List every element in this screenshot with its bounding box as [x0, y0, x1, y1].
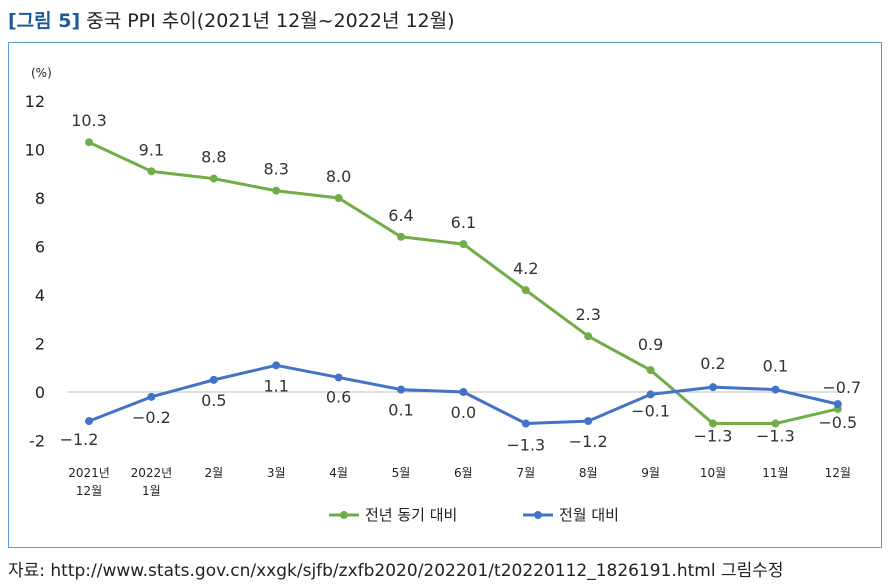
- data-label: 4.2: [513, 259, 538, 278]
- y-tick-label: 8: [35, 189, 45, 208]
- data-label: 0.0: [451, 403, 476, 422]
- data-label: 0.1: [388, 401, 413, 420]
- figure-title: [그림 5] 중국 PPI 추이(2021년 12월~2022년 12월): [8, 6, 455, 33]
- x-tick-label: 12월: [76, 484, 102, 498]
- data-point: [709, 419, 717, 428]
- data-label: −1.3: [694, 427, 733, 446]
- data-label: −1.3: [756, 427, 795, 446]
- data-point: [584, 332, 593, 341]
- y-axis-unit-label: (%): [31, 66, 52, 80]
- y-tick-label: -2: [29, 432, 45, 451]
- x-tick-label: 12월: [825, 466, 851, 480]
- x-tick-label: 6월: [454, 466, 473, 480]
- data-label: 10.3: [71, 111, 107, 130]
- data-label: 0.9: [638, 335, 663, 354]
- data-point: [209, 375, 218, 384]
- x-tick-label: 3월: [267, 466, 286, 480]
- data-point: [833, 400, 842, 409]
- data-label: −0.7: [822, 378, 861, 397]
- data-point: [272, 361, 281, 370]
- y-tick-label: 0: [35, 383, 45, 402]
- data-point: [459, 388, 468, 396]
- legend-swatch-marker: [534, 511, 542, 519]
- data-label: 8.3: [263, 160, 288, 179]
- data-point: [209, 174, 218, 183]
- data-label: −0.5: [818, 413, 857, 432]
- y-tick-label: 2: [35, 335, 45, 354]
- x-tick-label: 8월: [579, 466, 598, 480]
- x-tick-label: 4월: [329, 466, 348, 480]
- data-label: 1.1: [263, 376, 288, 395]
- x-tick-label: 7월: [516, 466, 535, 480]
- data-label: 8.8: [201, 148, 226, 167]
- data-point: [85, 417, 93, 426]
- data-point: [521, 286, 530, 295]
- y-tick-label: 6: [35, 238, 45, 257]
- legend-label: 전월 대비: [559, 506, 619, 524]
- data-point: [147, 392, 156, 401]
- figure-number: [그림 5]: [8, 10, 81, 32]
- data-point: [521, 419, 530, 428]
- data-label: −0.2: [132, 408, 171, 427]
- x-tick-label: 2월: [204, 466, 223, 480]
- figure-title-text: 중국 PPI 추이(2021년 12월~2022년 12월): [86, 10, 455, 32]
- data-label: 0.5: [201, 391, 226, 410]
- chart-frame: (%) -2 0 2 4 6 8 10 12 2021년 12월 2022년 1월 2월 3월 4월 5월 6월 7…: [8, 42, 882, 548]
- data-point: [397, 385, 405, 394]
- data-label: 0.6: [326, 387, 351, 406]
- data-point: [646, 390, 655, 399]
- data-point: [85, 138, 93, 147]
- data-label: 6.1: [451, 213, 476, 232]
- x-tick-label: 5월: [392, 466, 411, 480]
- data-point: [646, 366, 655, 375]
- legend-swatch-marker: [340, 511, 348, 519]
- series-line: [87, 140, 840, 426]
- data-label: 8.0: [326, 167, 351, 186]
- y-tick-label: 10: [25, 141, 45, 160]
- data-point: [334, 194, 343, 202]
- data-label: −1.3: [506, 436, 545, 455]
- x-tick-label: 11월: [762, 466, 788, 480]
- x-tick-label: 2021년: [68, 466, 110, 480]
- data-point: [771, 419, 780, 428]
- data-label: 6.4: [388, 206, 413, 225]
- data-label: 9.1: [139, 140, 164, 159]
- data-point: [147, 167, 156, 176]
- data-point: [709, 383, 717, 392]
- legend-label: 전년 동기 대비: [365, 506, 457, 524]
- ppi-line-chart: (%) -2 0 2 4 6 8 10 12 2021년 12월 2022년 1월 2월 3월 4월 5월 6월 7…: [25, 66, 862, 524]
- x-tick-label: 2022년: [131, 466, 173, 480]
- data-point: [459, 240, 468, 249]
- x-tick-label: 1월: [142, 484, 161, 498]
- x-tick-label: 10월: [700, 466, 726, 480]
- data-label: −1.2: [60, 430, 99, 449]
- x-tick-label: 9월: [641, 466, 660, 480]
- data-label: 0.2: [700, 354, 725, 373]
- data-label: −0.1: [631, 401, 670, 420]
- y-tick-label: 12: [25, 92, 45, 111]
- data-point: [771, 385, 780, 394]
- data-label: 2.3: [575, 305, 600, 324]
- data-point: [272, 186, 281, 195]
- data-label: −1.2: [569, 432, 608, 451]
- data-point: [397, 232, 405, 241]
- data-point: [334, 373, 343, 382]
- data-point: [584, 417, 593, 426]
- source-note: 자료: http://www.stats.gov.cn/xxgk/sjfb/zx…: [8, 561, 784, 581]
- data-label: 0.1: [763, 357, 788, 376]
- y-tick-label: 4: [35, 286, 45, 305]
